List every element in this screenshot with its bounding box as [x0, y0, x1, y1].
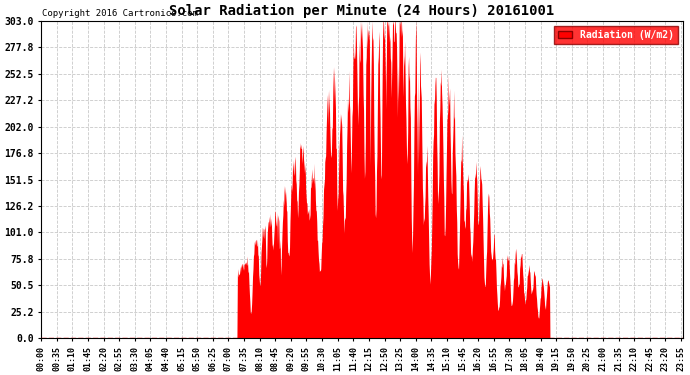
- Title: Solar Radiation per Minute (24 Hours) 20161001: Solar Radiation per Minute (24 Hours) 20…: [169, 4, 555, 18]
- Legend: Radiation (W/m2): Radiation (W/m2): [554, 26, 678, 44]
- Text: Copyright 2016 Cartronics.com: Copyright 2016 Cartronics.com: [42, 9, 198, 18]
